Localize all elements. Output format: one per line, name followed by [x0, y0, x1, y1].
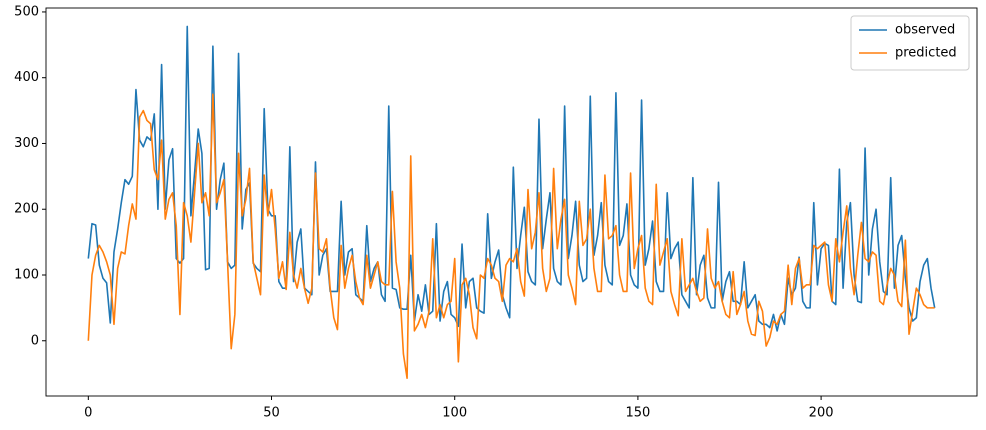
x-tick-label: 200: [809, 406, 834, 421]
legend: observed predicted: [850, 15, 970, 71]
x-tick-label: 50: [263, 406, 280, 421]
x-tick-label: 100: [442, 406, 467, 421]
y-tick-label: 0: [31, 333, 39, 348]
x-tick-label: 0: [84, 406, 92, 421]
y-tick-label: 300: [14, 136, 39, 151]
y-tick-label: 100: [14, 267, 39, 282]
legend-label: predicted: [895, 46, 957, 61]
plot-frame: [45, 7, 978, 397]
y-tick-label: 400: [14, 70, 39, 85]
legend-label: observed: [895, 23, 955, 38]
y-tick-label: 200: [14, 202, 39, 217]
y-tick-label: 500: [14, 4, 39, 19]
series-line: [87, 93, 935, 380]
x-tick-label: 150: [625, 406, 650, 421]
